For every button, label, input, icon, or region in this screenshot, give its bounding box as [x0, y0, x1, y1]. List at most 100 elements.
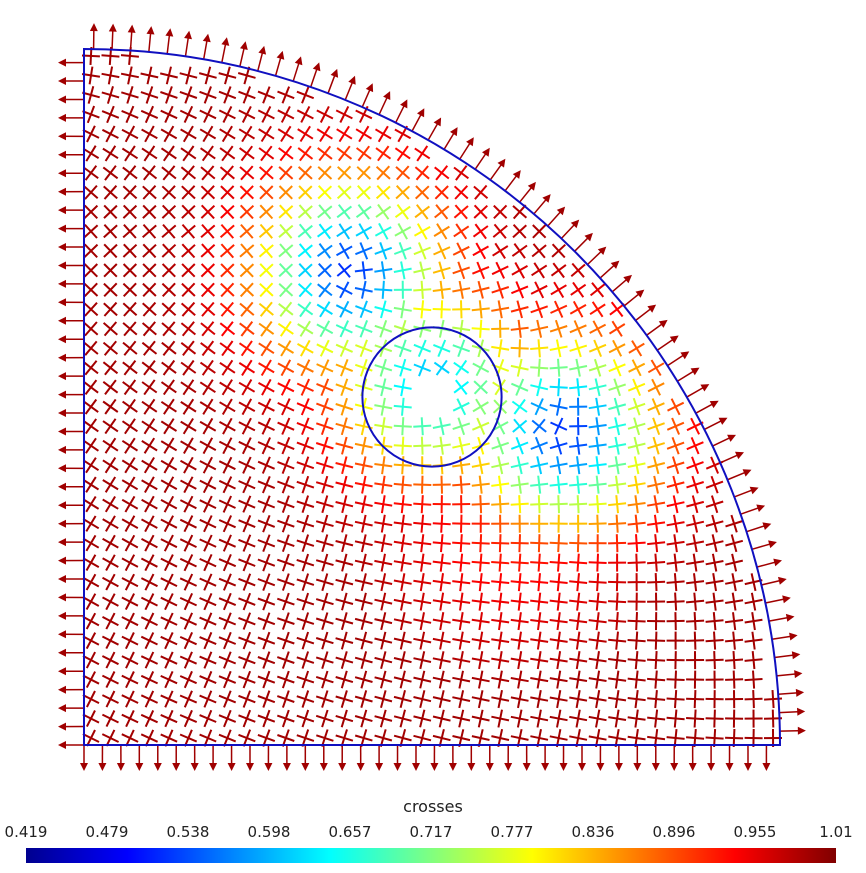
cross-mark [512, 419, 528, 433]
cross-mark [556, 573, 561, 592]
cross-mark [438, 651, 445, 670]
cross-mark [340, 690, 348, 708]
cross-mark [393, 404, 412, 409]
cross-mark [199, 128, 217, 140]
cross-mark [654, 534, 659, 553]
boundary-arrowhead [497, 158, 506, 168]
cross-mark [219, 401, 236, 413]
cross-mark [360, 729, 368, 747]
cross-mark [240, 223, 254, 239]
boundary-arrowhead [744, 763, 752, 771]
cross-mark [85, 573, 97, 591]
cross-mark [142, 263, 157, 278]
cross-mark [711, 534, 718, 553]
cross-mark [518, 495, 522, 514]
boundary-arrowhead [58, 501, 66, 510]
cross-mark [219, 381, 236, 393]
cross-mark [379, 709, 387, 728]
cross-mark [595, 456, 600, 475]
cross-mark [359, 300, 368, 319]
cross-mark [420, 534, 425, 553]
cross-mark [439, 573, 444, 592]
cross-mark [400, 573, 406, 592]
cross-mark [440, 534, 444, 553]
cross-mark [143, 359, 156, 376]
boundary-arrowhead [651, 763, 660, 771]
cross-mark [355, 128, 373, 140]
cross-mark [576, 436, 581, 455]
boundary-arrowhead [58, 556, 66, 565]
cross-mark [104, 476, 117, 493]
cross-mark [556, 670, 562, 689]
cross-mark [85, 495, 97, 513]
cross-mark [259, 301, 273, 317]
cross-mark [125, 729, 135, 747]
cross-mark [181, 243, 196, 259]
cross-mark [261, 476, 271, 494]
cross-mark [634, 475, 640, 494]
cross-mark [478, 670, 484, 689]
cross-mark [398, 339, 407, 358]
cross-mark [400, 592, 406, 611]
cross-mark [438, 690, 445, 709]
cross-mark [318, 243, 332, 259]
cross-mark [281, 437, 291, 455]
cross-mark [222, 554, 232, 572]
cross-mark [321, 631, 329, 650]
cross-mark [321, 709, 329, 728]
cross-mark [123, 321, 137, 337]
cross-mark [277, 421, 295, 431]
boundary-arrowhead [570, 219, 580, 229]
cross-mark [199, 420, 217, 432]
cross-mark [435, 204, 449, 220]
boundary-arrowhead [797, 707, 806, 716]
cross-mark [458, 690, 465, 709]
colorbar-tick-label: 0.419 [4, 823, 48, 841]
cross-mark [692, 553, 698, 572]
cross-mark [360, 651, 368, 670]
cross-mark [732, 670, 736, 689]
cross-mark [164, 709, 174, 728]
cross-mark [144, 593, 155, 611]
cross-mark [536, 378, 543, 397]
cross-mark [201, 243, 215, 259]
boundary-arrowhead [58, 316, 66, 325]
cross-mark [339, 300, 350, 318]
cross-mark [262, 670, 271, 689]
cross-mark [219, 166, 235, 180]
cross-mark [239, 204, 254, 220]
cross-mark [258, 147, 275, 160]
cross-mark [595, 670, 601, 689]
cross-mark [472, 401, 489, 413]
boundary-arrowhead [58, 390, 66, 399]
cross-mark [144, 573, 155, 591]
boundary-arrowhead [450, 127, 458, 137]
cross-mark [318, 204, 332, 220]
cross-mark [341, 475, 348, 494]
cross-mark [491, 421, 509, 432]
cross-mark [337, 185, 352, 200]
cross-mark [400, 300, 406, 319]
cross-mark [241, 359, 253, 376]
cross-mark [240, 301, 254, 317]
cross-mark [278, 166, 294, 180]
cross-mark [220, 204, 235, 220]
cross-mark [713, 631, 717, 650]
cross-mark [240, 340, 253, 357]
cross-mark [595, 436, 600, 455]
cross-mark [453, 185, 469, 200]
cross-mark [731, 592, 737, 611]
cross-mark [477, 729, 484, 748]
cross-mark [596, 495, 600, 514]
cross-mark [419, 670, 426, 689]
cross-mark [361, 514, 367, 533]
cross-mark [380, 612, 387, 631]
cross-mark [459, 573, 464, 592]
cross-mark [437, 242, 447, 260]
cross-mark [281, 553, 290, 572]
cross-mark [222, 515, 233, 533]
boundary-arrowhead [635, 289, 645, 298]
boundary-arrowhead [153, 763, 162, 771]
cross-mark [316, 402, 334, 411]
cross-mark [257, 90, 276, 100]
